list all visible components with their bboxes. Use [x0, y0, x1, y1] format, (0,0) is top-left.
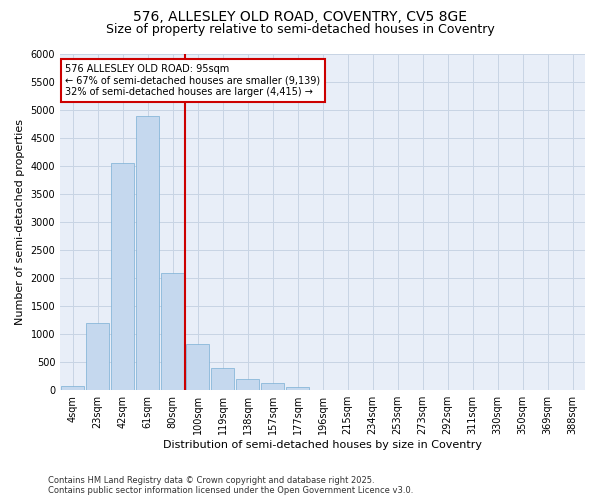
Bar — [161, 272, 184, 390]
Bar — [112, 164, 134, 390]
Bar — [286, 388, 309, 390]
X-axis label: Distribution of semi-detached houses by size in Coventry: Distribution of semi-detached houses by … — [163, 440, 482, 450]
Text: 576 ALLESLEY OLD ROAD: 95sqm
← 67% of semi-detached houses are smaller (9,139)
3: 576 ALLESLEY OLD ROAD: 95sqm ← 67% of se… — [65, 64, 320, 98]
Text: 576, ALLESLEY OLD ROAD, COVENTRY, CV5 8GE: 576, ALLESLEY OLD ROAD, COVENTRY, CV5 8G… — [133, 10, 467, 24]
Bar — [211, 368, 234, 390]
Bar — [262, 383, 284, 390]
Bar — [136, 116, 159, 390]
Bar — [187, 344, 209, 390]
Text: Size of property relative to semi-detached houses in Coventry: Size of property relative to semi-detach… — [106, 22, 494, 36]
Bar — [61, 386, 84, 390]
Bar — [236, 379, 259, 390]
Text: Contains HM Land Registry data © Crown copyright and database right 2025.
Contai: Contains HM Land Registry data © Crown c… — [48, 476, 413, 495]
Y-axis label: Number of semi-detached properties: Number of semi-detached properties — [15, 119, 25, 325]
Bar — [86, 323, 109, 390]
